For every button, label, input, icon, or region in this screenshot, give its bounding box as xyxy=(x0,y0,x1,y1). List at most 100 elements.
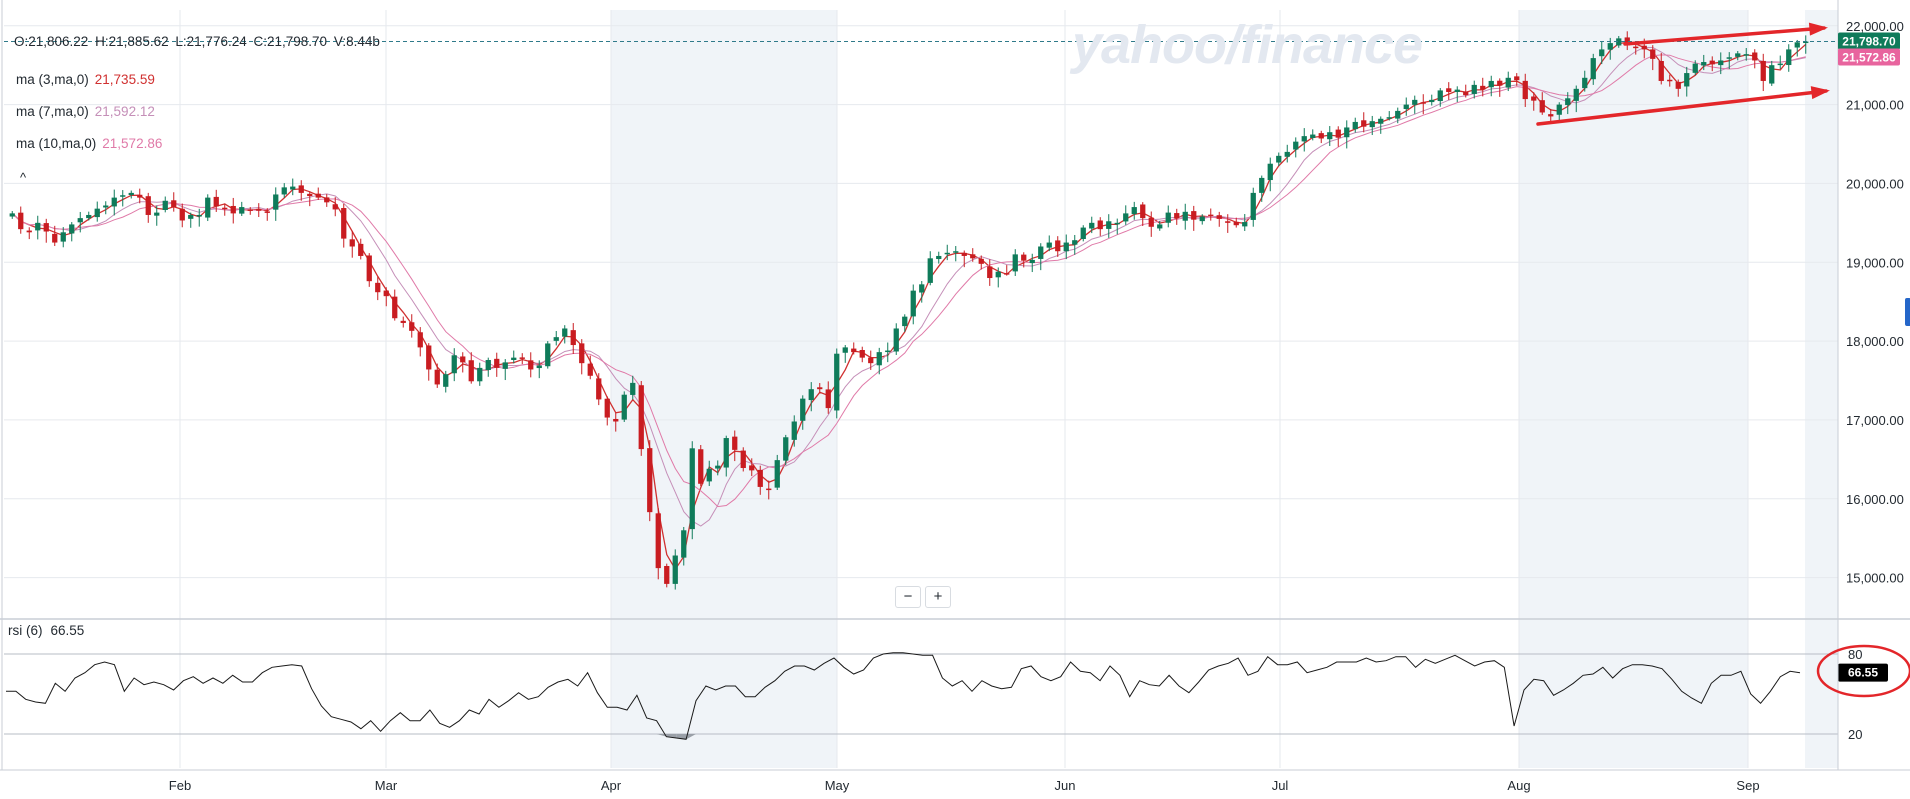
candle-up xyxy=(1692,63,1698,73)
candle-up xyxy=(1803,41,1809,44)
ma-10-legend[interactable]: ma (10,ma,0) 21,572.86 xyxy=(16,136,162,151)
y-tick-label: 20,000.00 xyxy=(1846,176,1904,191)
candle-down xyxy=(970,254,976,259)
candle-down xyxy=(1097,220,1103,230)
candle-down xyxy=(1174,213,1180,219)
candle-up xyxy=(1607,43,1613,50)
x-tick-label: Apr xyxy=(601,778,622,793)
candle-up xyxy=(953,251,959,253)
upper-trend-arrow xyxy=(1623,26,1826,46)
candle-up xyxy=(1488,80,1494,88)
candle-down xyxy=(264,211,270,213)
candle-up xyxy=(1378,118,1384,124)
zoom-out-button[interactable]: − xyxy=(895,586,921,608)
candle-down xyxy=(1522,80,1528,100)
rsi-value-badge-text: 66.55 xyxy=(1848,666,1878,680)
ohlc-readout: O:21,806.22 H:21,885.62 L:21,776.24 C:21… xyxy=(14,34,383,49)
candle-down xyxy=(383,290,389,297)
candle-down xyxy=(145,196,151,215)
rsi-label: rsi (6) xyxy=(8,623,43,638)
candle-down xyxy=(434,369,440,385)
ma-7-legend[interactable]: ma (7,ma,0) 21,592.12 xyxy=(16,104,155,119)
candle-down xyxy=(358,243,364,256)
collapse-legend-icon[interactable]: ^ xyxy=(20,170,27,185)
candle-down xyxy=(400,320,406,323)
candle-up xyxy=(128,192,134,196)
candle-down xyxy=(1004,273,1010,275)
candle-up xyxy=(936,255,942,260)
candle-up xyxy=(239,207,245,214)
candle-down xyxy=(740,450,746,469)
candle-up xyxy=(86,214,92,219)
candle-down xyxy=(1514,76,1520,81)
candle-up xyxy=(1684,73,1690,87)
ma-3-legend[interactable]: ma (3,ma,0) 21,735.59 xyxy=(16,72,155,87)
rsi-current-value: 66.55 xyxy=(50,623,85,638)
candle-down xyxy=(468,360,474,382)
shade-april xyxy=(611,10,837,768)
x-tick-label: Feb xyxy=(169,778,191,793)
candle-down xyxy=(349,239,355,247)
candle-up xyxy=(672,555,678,584)
candle-up xyxy=(553,337,559,341)
zoom-in-button[interactable]: + xyxy=(925,586,951,608)
candle-down xyxy=(179,208,185,221)
candle-up xyxy=(893,328,899,352)
candle-down xyxy=(1216,215,1222,219)
candle-down xyxy=(749,465,755,471)
candle-up xyxy=(1794,42,1800,48)
x-tick-label: Jul xyxy=(1272,778,1289,793)
candle-down xyxy=(26,230,32,233)
candle-down xyxy=(961,252,967,256)
candle-up xyxy=(69,224,75,234)
side-panel-tab xyxy=(1905,298,1910,326)
candle-up xyxy=(1046,242,1052,248)
candle-down xyxy=(1633,46,1639,49)
candle-down xyxy=(1225,221,1231,223)
price-badge xyxy=(1838,48,1900,66)
candle-up xyxy=(1072,240,1078,245)
candle-down xyxy=(978,258,984,264)
rsi-oversold-fill xyxy=(686,734,696,740)
candle-down xyxy=(519,357,525,359)
candle-up xyxy=(545,343,551,367)
annotations xyxy=(1536,22,1910,698)
volume-value: V:8.44b xyxy=(333,34,380,49)
candle-down xyxy=(732,436,738,450)
candle-down xyxy=(341,208,347,239)
candle-up xyxy=(1276,155,1282,163)
candle-down xyxy=(1650,49,1656,59)
y-tick-label: 21,000.00 xyxy=(1846,98,1904,113)
candle-up xyxy=(1250,192,1256,220)
candle-down xyxy=(664,565,670,584)
candle-down xyxy=(1539,100,1545,113)
x-tick-label: Mar xyxy=(375,778,398,793)
candle-up xyxy=(1080,227,1086,240)
close-value: C:21,798.70 xyxy=(253,34,328,49)
candle-up xyxy=(1284,151,1290,157)
candle-up xyxy=(1726,57,1732,59)
candle-up xyxy=(1743,54,1749,56)
candle-up xyxy=(842,347,848,353)
x-tick-label: Aug xyxy=(1507,778,1530,793)
candle-down xyxy=(647,448,653,513)
candle-up xyxy=(188,214,194,219)
candle-down xyxy=(1055,240,1061,252)
candle-down xyxy=(230,205,236,214)
period-shading xyxy=(611,10,1838,768)
candle-up xyxy=(808,389,814,401)
candle-up xyxy=(1123,213,1129,222)
candle-up xyxy=(1131,207,1137,215)
candle-up xyxy=(1038,246,1044,259)
candle-up xyxy=(60,232,66,242)
candle-up xyxy=(1386,117,1392,119)
candle-down xyxy=(366,255,372,282)
rsi-legend[interactable]: rsi (6) 66.55 xyxy=(8,623,84,638)
x-tick-label: Jun xyxy=(1055,778,1076,793)
candle-up xyxy=(1199,216,1205,222)
candle-down xyxy=(570,330,576,346)
candle-down xyxy=(851,348,857,353)
candle-up xyxy=(706,468,712,482)
candle-up xyxy=(910,290,916,317)
